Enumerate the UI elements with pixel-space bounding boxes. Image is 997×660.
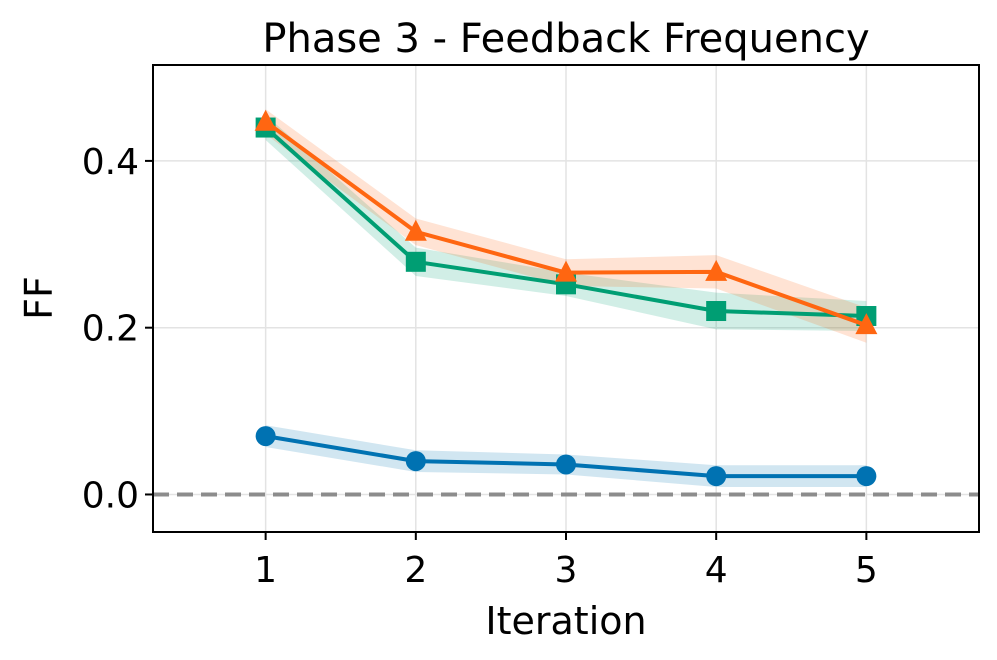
x-tick-label: 4 xyxy=(705,550,728,591)
series-blue-point xyxy=(556,454,576,475)
x-axis-label: Iteration xyxy=(485,599,646,643)
series-orange-point xyxy=(555,260,577,282)
series-green-point xyxy=(405,251,426,272)
y-axis-label: FF xyxy=(17,276,61,320)
series-blue-point xyxy=(856,466,877,487)
x-tick-label: 1 xyxy=(254,550,277,591)
series-orange-point xyxy=(855,313,878,335)
y-tick-label: 0.0 xyxy=(82,475,139,516)
x-tick-label: 5 xyxy=(855,550,878,591)
y-tick-label: 0.2 xyxy=(82,309,139,350)
y-tick-label: 0.4 xyxy=(82,142,139,183)
series-orange-point xyxy=(404,219,427,241)
series-blue-point xyxy=(255,426,276,447)
chart-title: Phase 3 - Feedback Frequency xyxy=(262,16,869,62)
series-orange-band xyxy=(265,109,867,343)
x-tick-label: 2 xyxy=(404,550,427,591)
series-green-point xyxy=(706,301,727,322)
x-tick-label: 3 xyxy=(555,550,578,591)
series-blue-point xyxy=(405,451,426,472)
axis-ticks: 1 2 3 4 5 0.0 0.2 0.4 xyxy=(82,142,878,591)
series-orange-point xyxy=(705,259,728,281)
series-blue-point xyxy=(706,466,727,487)
series-orange-point xyxy=(254,109,277,131)
series-layer xyxy=(254,109,878,487)
